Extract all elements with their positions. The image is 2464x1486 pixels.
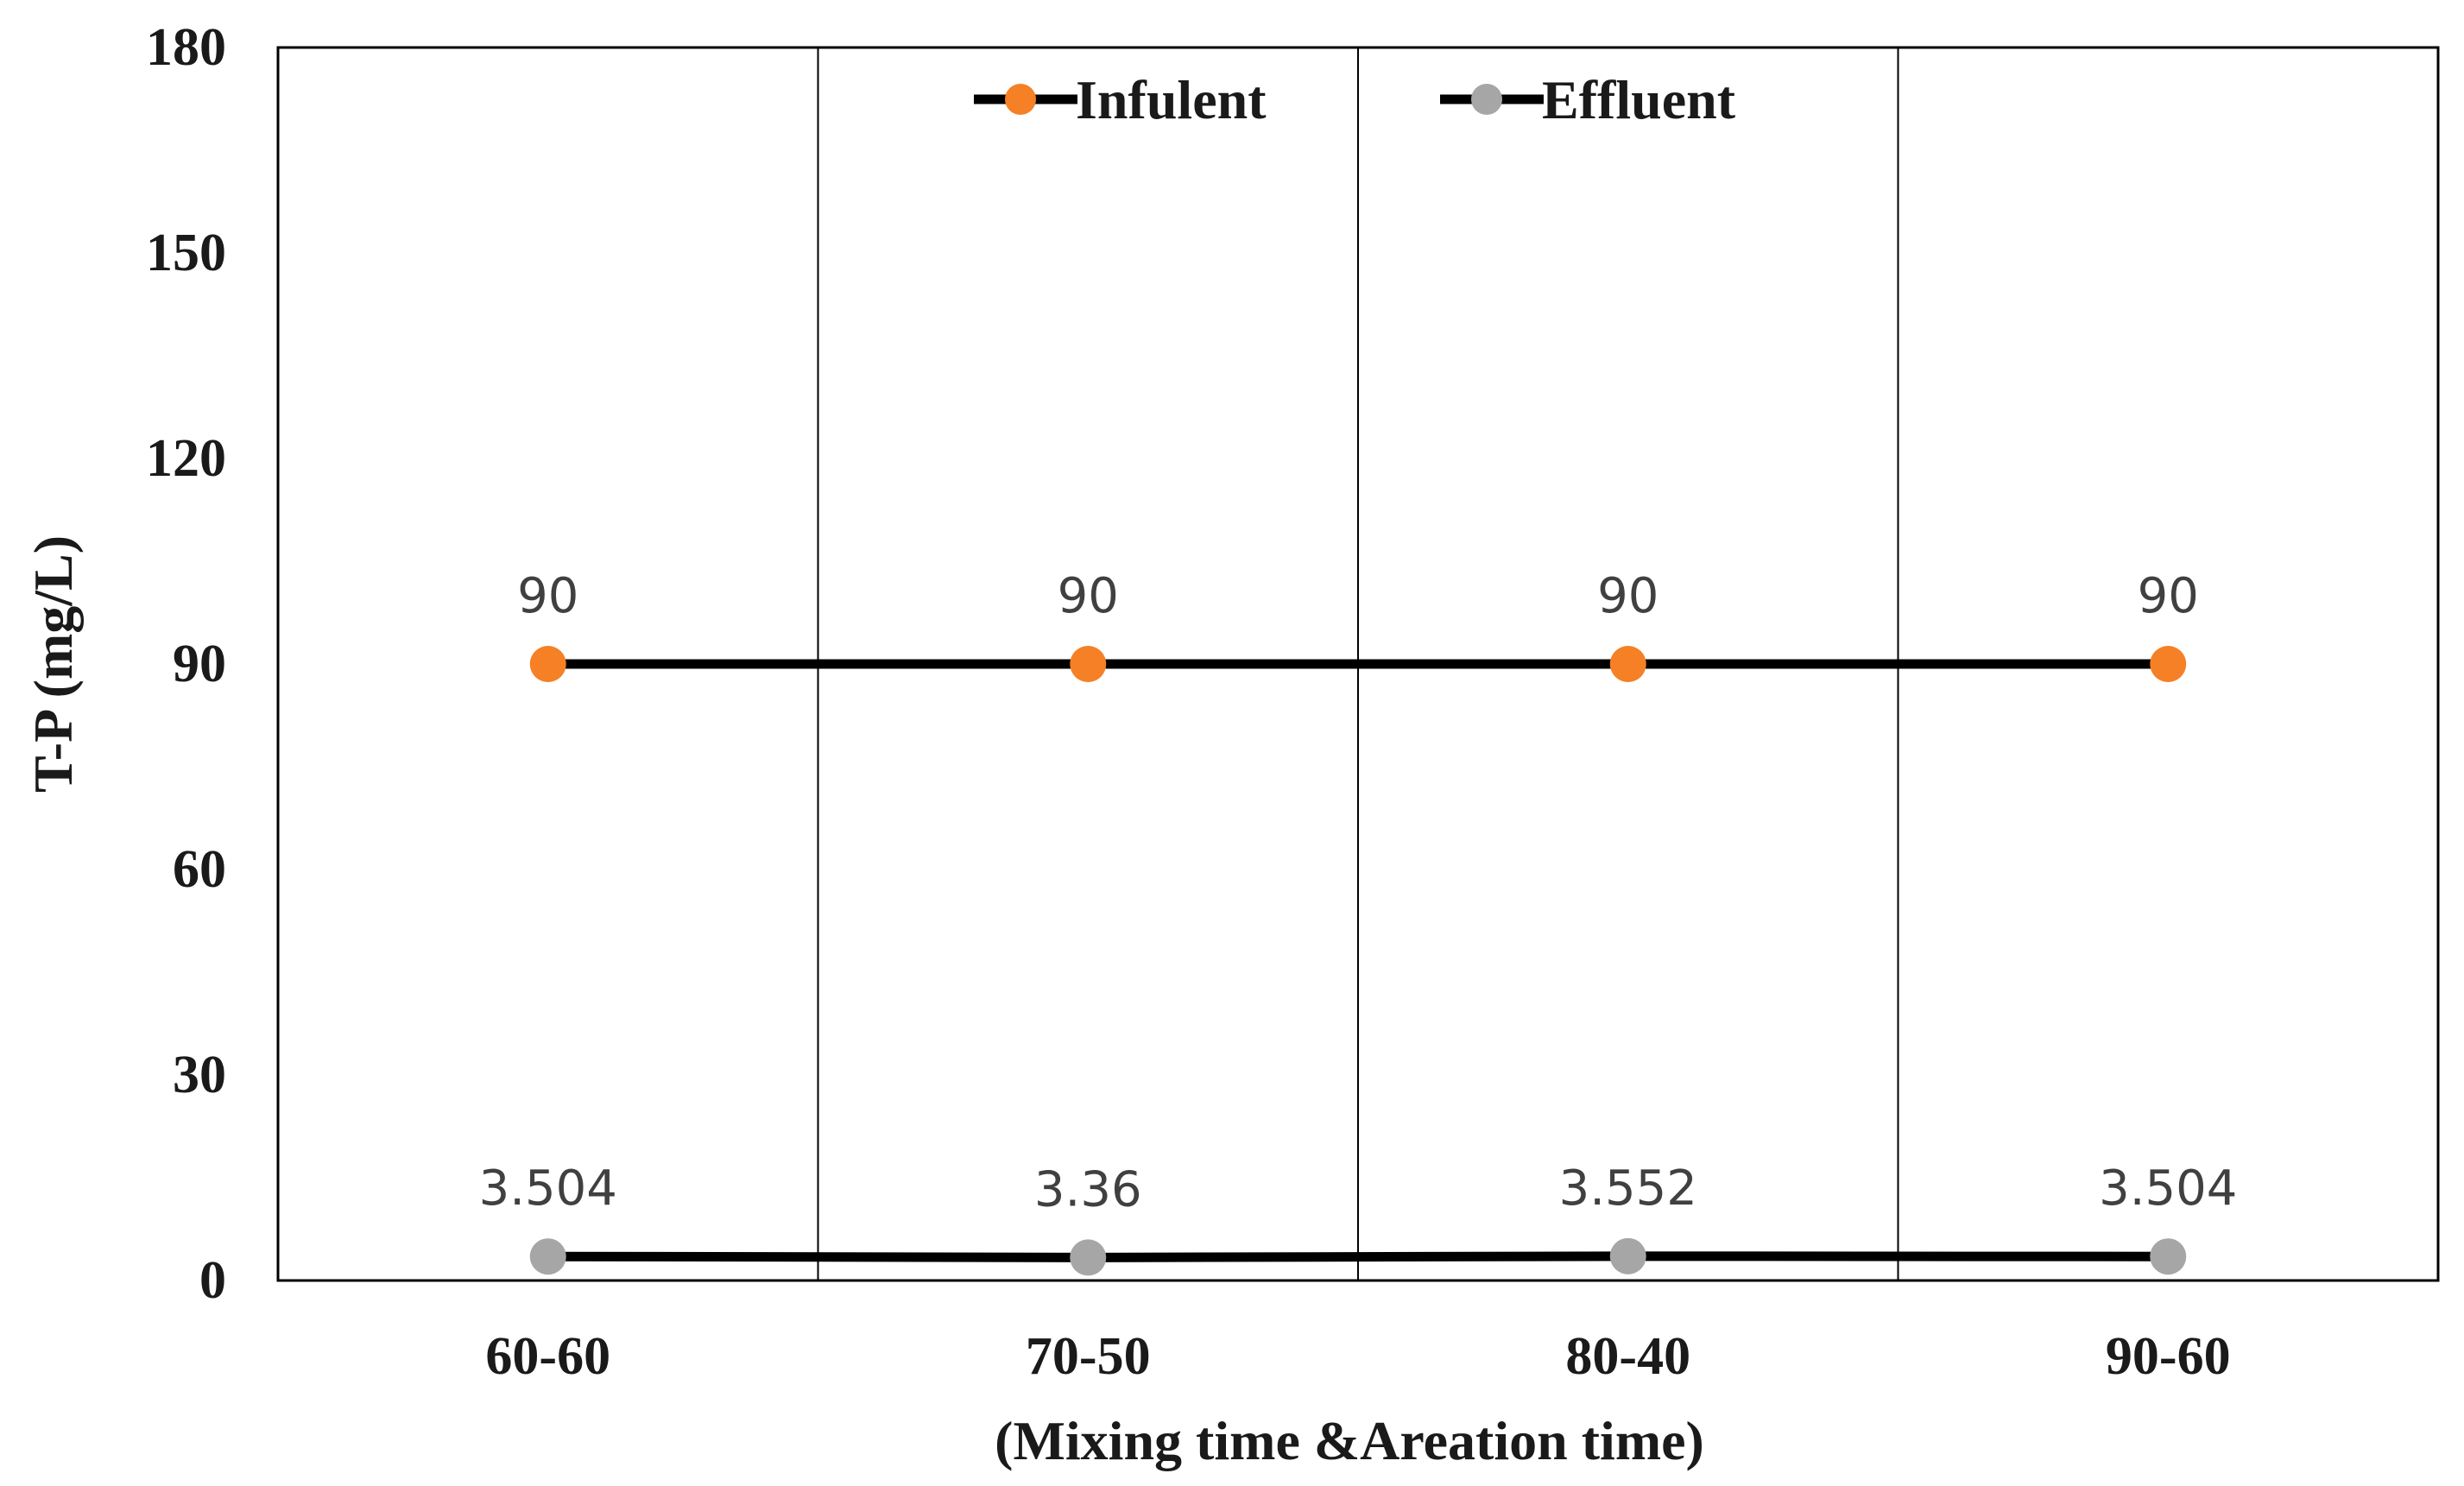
legend-marker	[1005, 84, 1036, 115]
series-infulent: 90 90 90 90	[517, 568, 2199, 682]
x-axis-ticks: 60-60 70-50 80-40 90-60	[485, 1327, 2230, 1386]
x-axis-title: (Mixing time &Areation time)	[995, 1410, 1704, 1471]
legend-label: Effluent	[1542, 69, 1736, 130]
data-point	[1609, 646, 1646, 682]
legend-label: Infulent	[1076, 69, 1267, 130]
y-tick-label: 60	[173, 840, 226, 899]
y-tick-label: 0	[199, 1251, 226, 1310]
data-label: 90	[1058, 568, 1119, 624]
y-axis-title: T-P (mg/L)	[22, 535, 84, 793]
data-point	[2150, 646, 2187, 682]
data-label: 3.504	[2099, 1160, 2237, 1217]
y-tick-label: 120	[146, 429, 226, 488]
series-effluent: 3.504 3.36 3.552 3.504	[479, 1160, 2237, 1276]
x-tick-label: 90-60	[2106, 1327, 2231, 1386]
series-layer: 90 90 90 90 3.504 3.36 3.552 3.504	[479, 568, 2237, 1276]
data-point	[1609, 1237, 1646, 1274]
y-tick-label: 90	[173, 635, 226, 693]
y-axis-ticks: 0 30 60 90 120 150 180	[146, 18, 226, 1310]
data-label: 3.552	[1559, 1160, 1697, 1217]
data-point	[1070, 646, 1107, 682]
data-point	[529, 646, 566, 682]
y-tick-label: 180	[146, 18, 226, 77]
x-tick-label: 80-40	[1565, 1327, 1690, 1386]
legend-marker	[1471, 84, 1502, 115]
data-point	[2150, 1238, 2187, 1275]
legend-item-infulent: Infulent	[974, 69, 1267, 130]
data-label: 90	[517, 568, 578, 624]
legend: Infulent Effluent	[974, 69, 1736, 130]
y-tick-label: 150	[146, 224, 226, 282]
data-label: 3.504	[479, 1160, 617, 1217]
series-line	[547, 1251, 2169, 1262]
x-tick-label: 60-60	[485, 1327, 610, 1386]
data-label: 3.36	[1034, 1161, 1142, 1217]
data-label: 90	[2138, 568, 2199, 624]
x-tick-label: 70-50	[1026, 1327, 1151, 1386]
data-point	[1070, 1239, 1107, 1276]
data-label: 90	[1597, 568, 1658, 624]
y-tick-label: 30	[173, 1046, 226, 1104]
data-point	[529, 1238, 566, 1275]
legend-item-effluent: Effluent	[1440, 69, 1736, 130]
